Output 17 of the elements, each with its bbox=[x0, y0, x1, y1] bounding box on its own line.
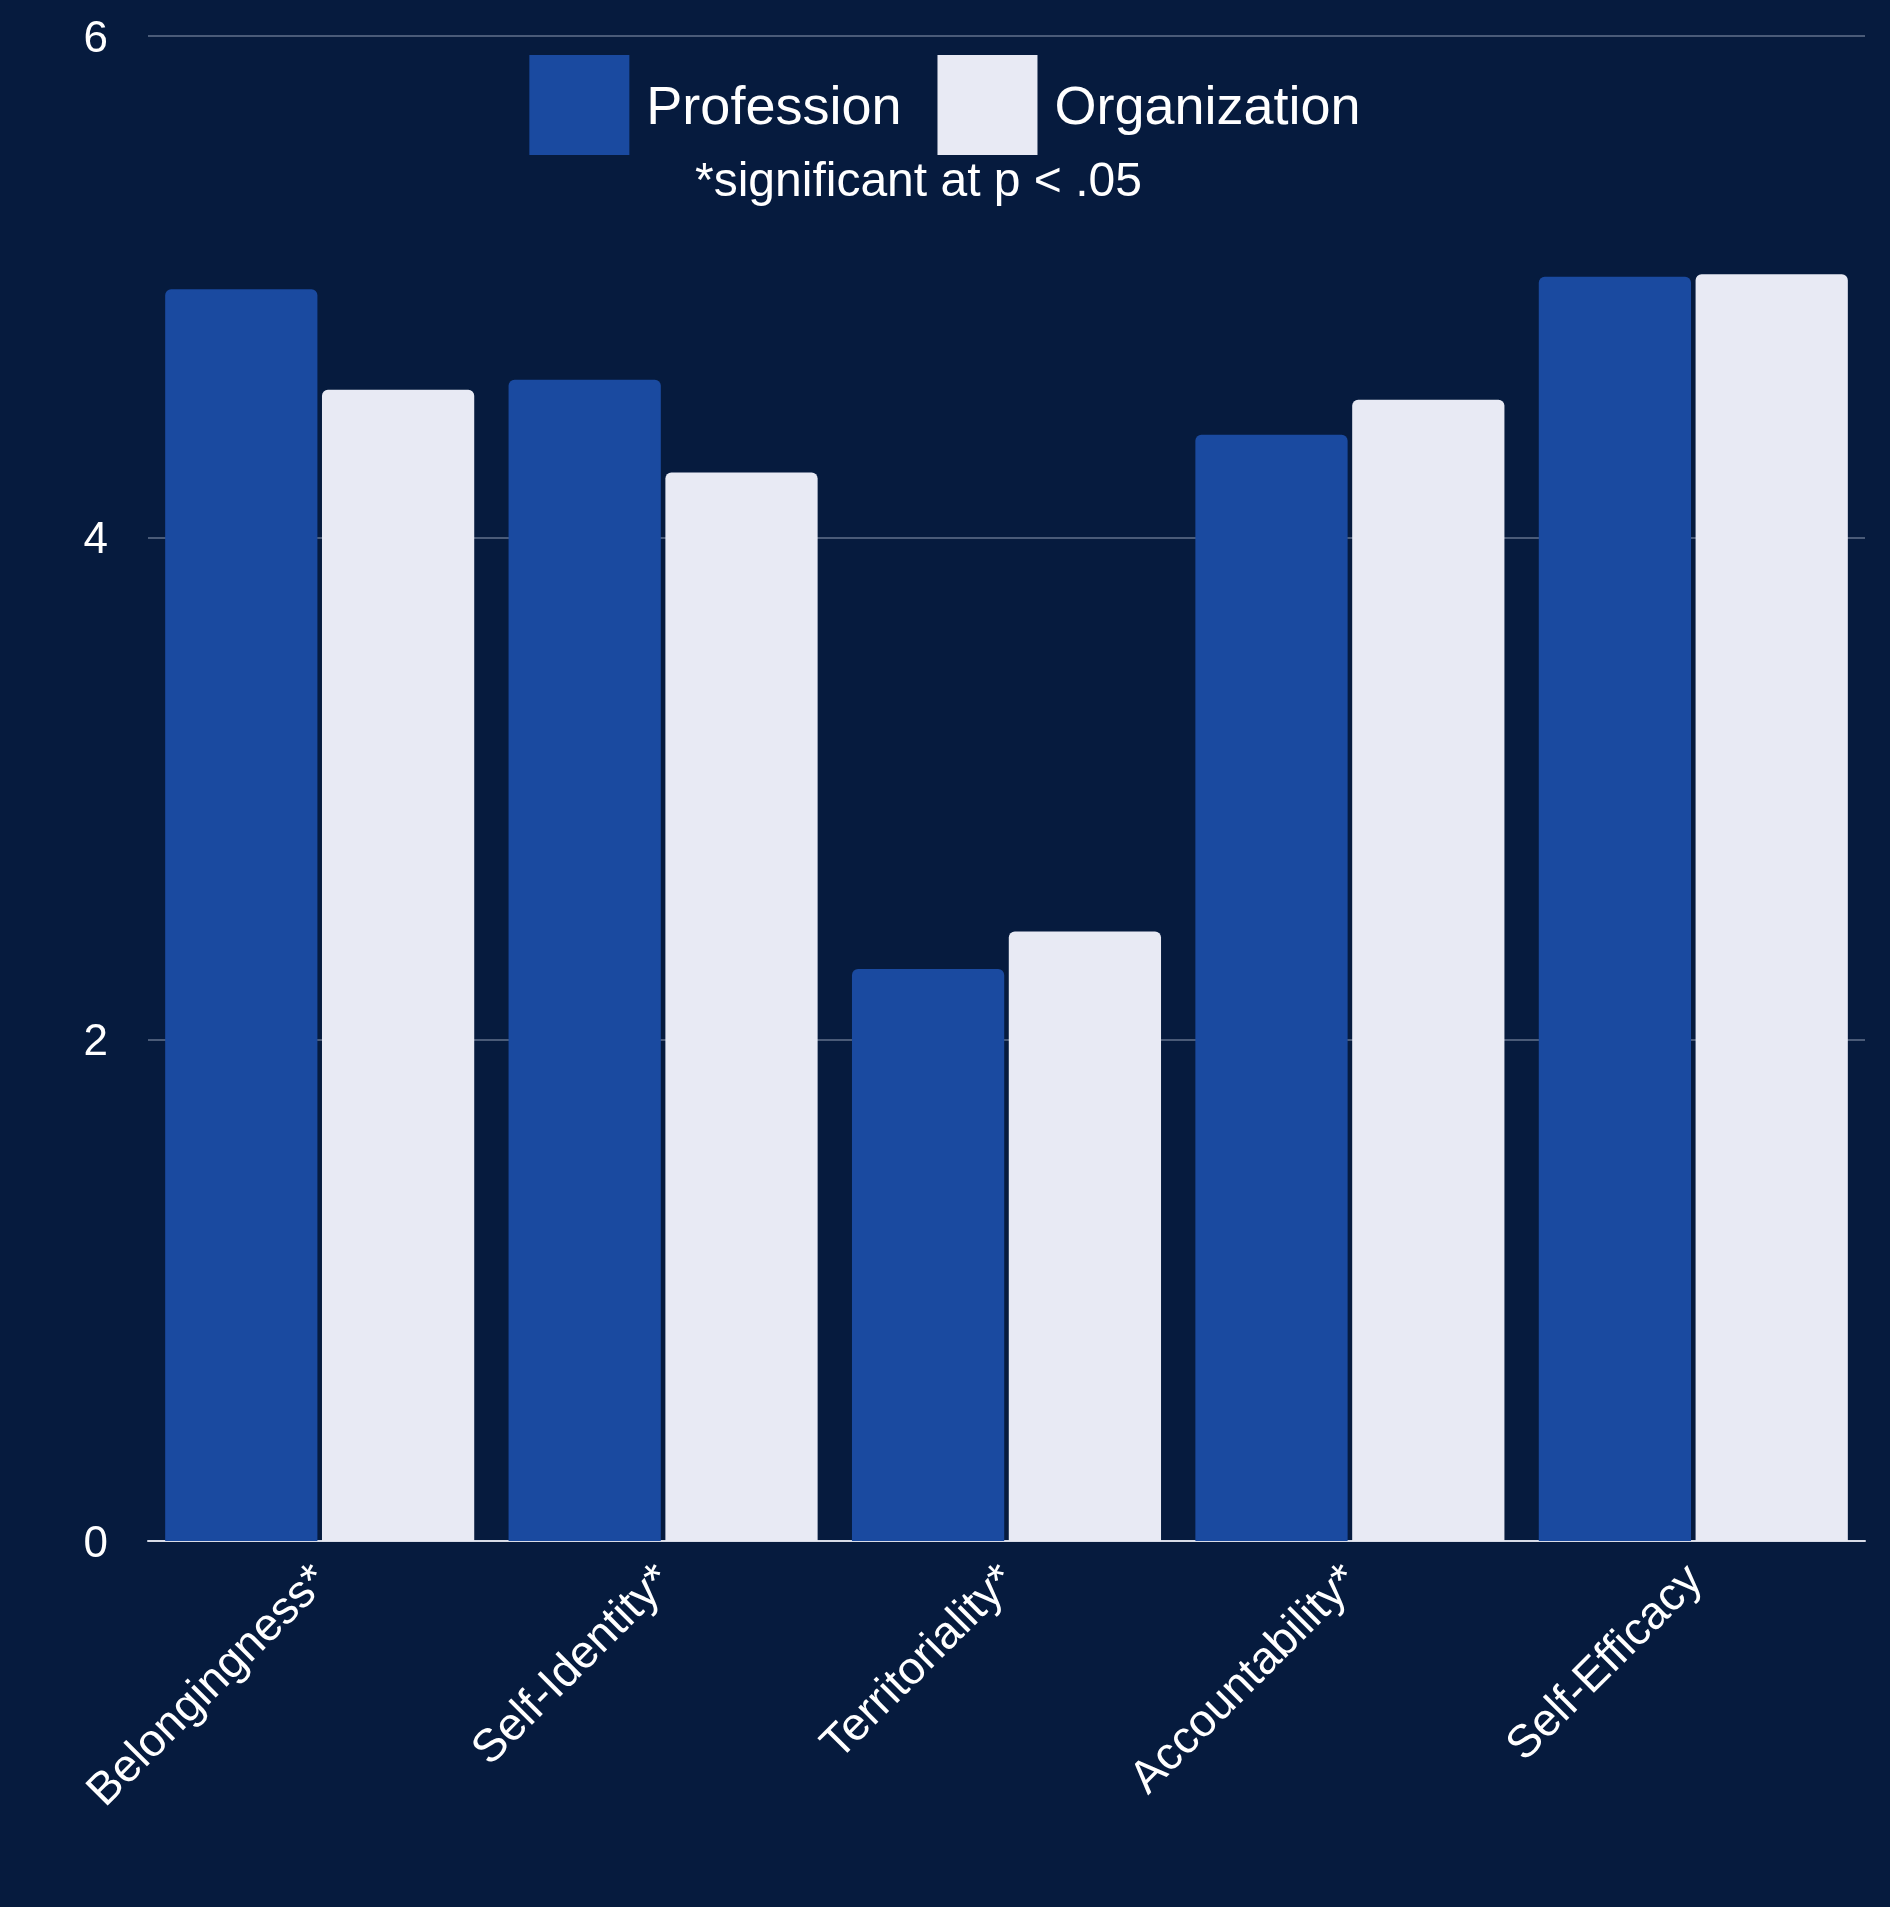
bar bbox=[1695, 274, 1848, 1541]
y-tick-label: 0 bbox=[83, 1516, 108, 1566]
y-tick-label: 6 bbox=[83, 11, 108, 61]
bar bbox=[321, 389, 475, 1541]
bar bbox=[1352, 399, 1505, 1541]
annotation: *significant at p < .05 bbox=[695, 152, 1142, 206]
bar bbox=[665, 472, 818, 1541]
legend-label: Organization bbox=[1054, 75, 1361, 135]
bar bbox=[1538, 276, 1692, 1541]
bar bbox=[851, 969, 1005, 1541]
bar bbox=[508, 379, 661, 1541]
y-tick-label: 2 bbox=[83, 1014, 108, 1064]
bar bbox=[1195, 434, 1348, 1541]
bar bbox=[165, 289, 318, 1541]
legend-label: Profession bbox=[646, 75, 902, 135]
bar bbox=[1008, 931, 1162, 1541]
y-tick-label: 4 bbox=[83, 513, 108, 563]
